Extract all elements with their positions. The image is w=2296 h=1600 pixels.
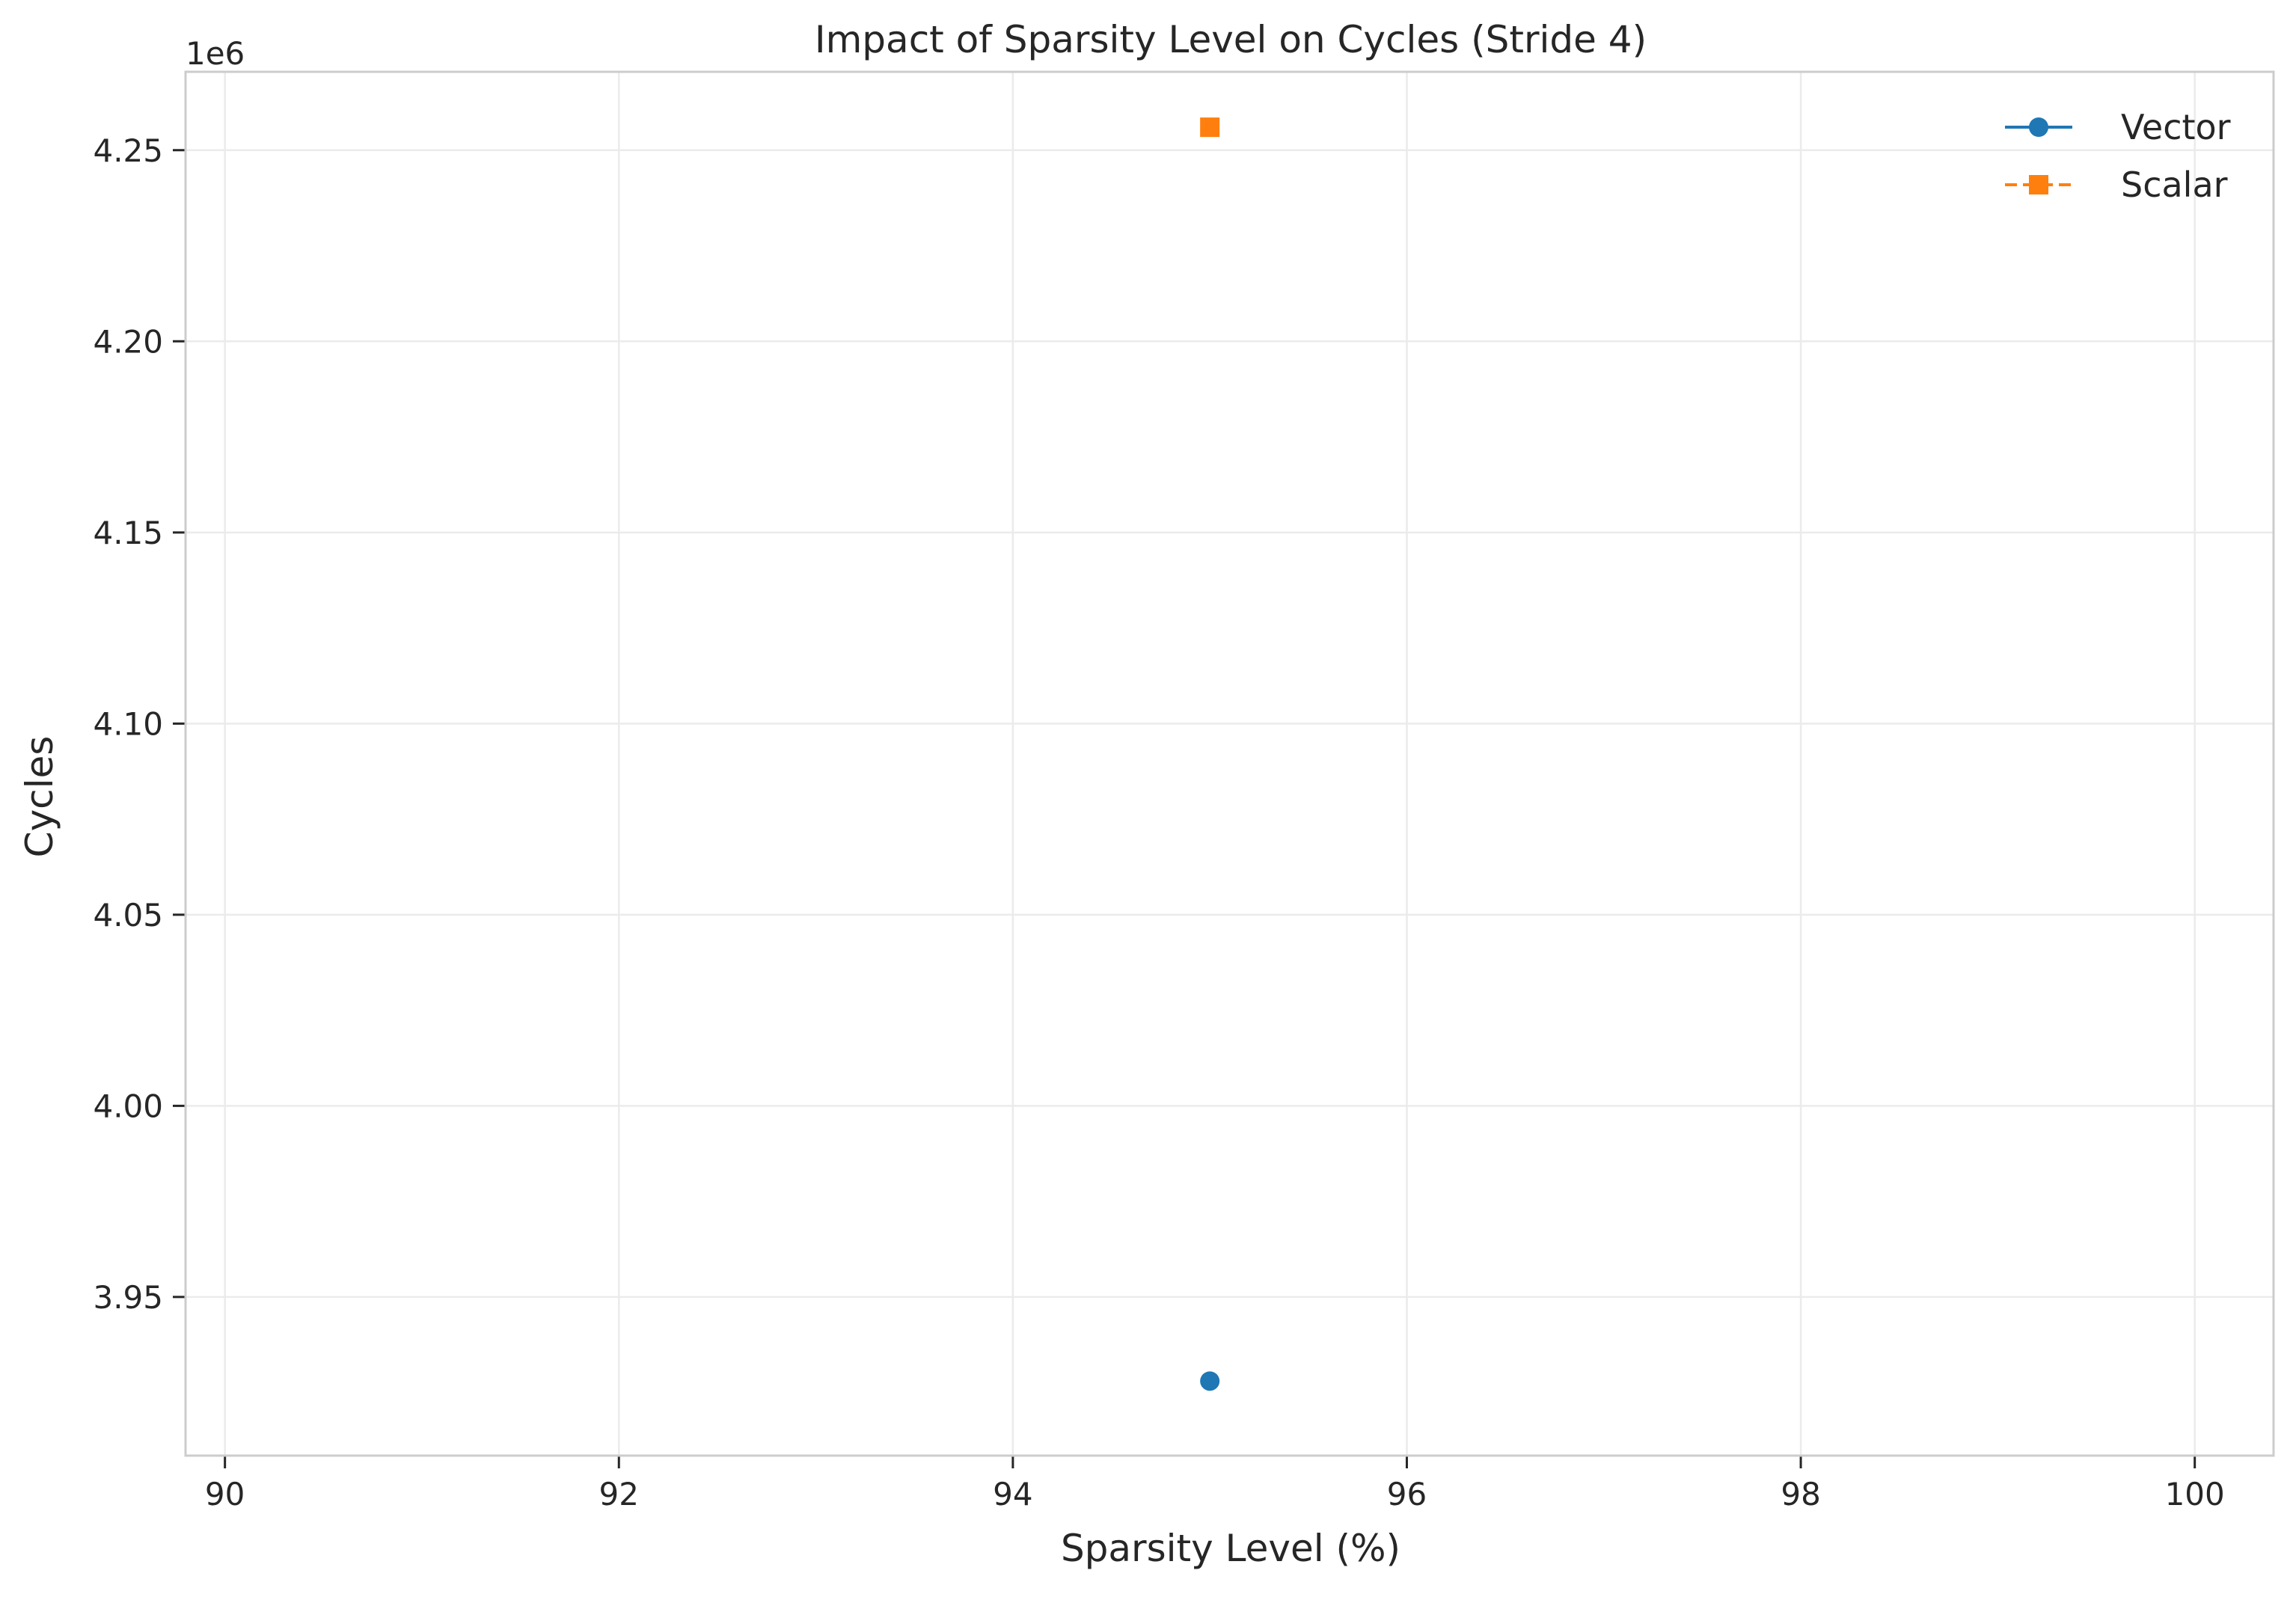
legend-scalar-label: Scalar — [2121, 165, 2228, 205]
y-tick-label: 4.00 — [93, 1088, 163, 1124]
y-tick-label: 4.05 — [93, 897, 163, 934]
y-tick-label: 4.25 — [93, 132, 163, 169]
y-axis-offset-label: 1e6 — [186, 35, 245, 72]
y-tick-label: 4.20 — [93, 323, 163, 360]
x-tick-label: 96 — [1387, 1476, 1427, 1512]
x-tick-label: 100 — [2165, 1476, 2225, 1512]
chart-title: Impact of Sparsity Level on Cycles (Stri… — [815, 18, 1647, 61]
x-tick-label: 94 — [993, 1476, 1032, 1512]
legend-vector-label: Vector — [2121, 107, 2231, 147]
y-tick-label: 3.95 — [93, 1279, 163, 1316]
plot-marks — [1200, 117, 1220, 1391]
plot-frame — [184, 70, 2275, 1457]
grid — [186, 72, 2274, 1456]
x-tick-label: 92 — [599, 1476, 639, 1512]
scalar-data-point — [1200, 117, 1220, 138]
y-axis-title: Cycles — [18, 736, 61, 858]
y-tick-label: 4.15 — [93, 515, 163, 551]
x-tick-label: 98 — [1781, 1476, 1820, 1512]
vector-data-point — [1200, 1371, 1220, 1391]
x-tick-label: 90 — [205, 1476, 245, 1512]
axis-ticks: 90 92 94 96 98 100 3.95 4.00 4.05 4.10 4.15 4.20 4.2… — [93, 132, 2224, 1512]
legend-vector-marker — [2029, 117, 2048, 137]
legend: Vector Scalar — [2005, 107, 2231, 205]
x-axis-title: Sparsity Level (%) — [1061, 1527, 1400, 1570]
y-tick-label: 4.10 — [93, 705, 163, 742]
legend-scalar-marker — [2029, 175, 2048, 194]
